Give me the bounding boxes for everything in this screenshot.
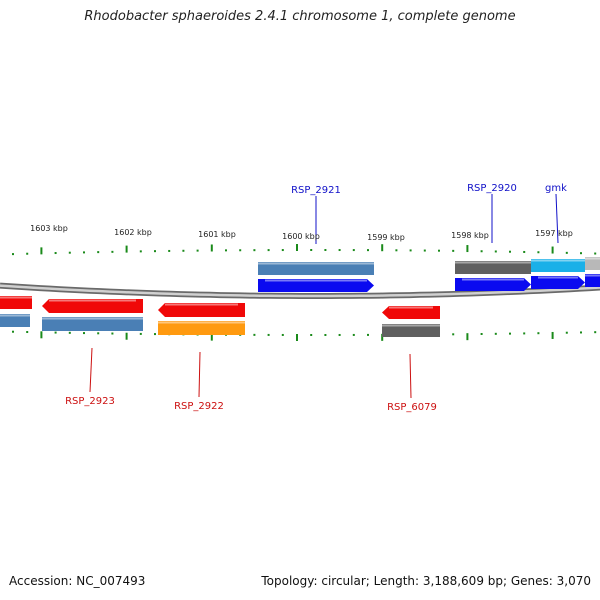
ruler-labels: 1603 kbp 1602 kbp 1601 kbp 1600 kbp 1599 kbp… [30, 224, 573, 242]
gene-block-rsp-2921-annotation [258, 262, 374, 275]
gene-block-left-edge-annotation [0, 314, 30, 327]
gene-block-rsp-2921-cds [258, 279, 374, 292]
ruler-label: 1601 kbp [198, 230, 236, 239]
feature-tracks [0, 257, 600, 337]
gene-block-left-edge-cds [0, 296, 32, 309]
gene-block-rsp-2920-cds [455, 278, 531, 291]
leader-line-gmk [555, 193, 559, 244]
ruler-label: 1597 kbp [535, 229, 573, 238]
gene-block-rsp-2923-cds [42, 299, 143, 313]
backbone-highlight [0, 284, 600, 298]
accession-text: Accession: NC_007493 [9, 574, 146, 588]
gene-block-rsp-6079-cds [382, 306, 440, 319]
gene-block-rsp-6079-annotation [382, 324, 440, 337]
gene-block-rsp-2922-annotation [158, 321, 245, 335]
gene-block-gmk-cds [531, 276, 585, 289]
gene-label-rsp-2923[interactable]: RSP_2923 [65, 396, 115, 407]
ruler-ticks [12, 244, 597, 341]
ruler-label: 1598 kbp [451, 231, 489, 240]
ruler-label: 1599 kbp [367, 233, 405, 242]
leader-line-rsp-2922 [198, 351, 201, 398]
gene-label-rsp-2920[interactable]: RSP_2920 [467, 183, 517, 194]
gene-block-rsp-2923-annotation [42, 317, 143, 331]
ruler-label: 1602 kbp [114, 228, 152, 237]
chromosome-backbone [0, 282, 600, 299]
gene-label-rsp-2921[interactable]: RSP_2921 [291, 185, 341, 196]
gene-block-rsp-2922-cds [158, 303, 245, 317]
ruler-label: 1603 kbp [30, 224, 68, 233]
gene-block-offscreen-annotation [585, 257, 600, 270]
gene-label-rsp-2922[interactable]: RSP_2922 [174, 401, 224, 412]
gene-label-gmk[interactable]: gmk [545, 183, 567, 194]
feature-labels: RSP_2921 RSP_2920 gmk RSP_2923 RSP_2922 RSP_6… [65, 183, 567, 413]
map-title: Rhodobacter sphaeroides 2.4.1 chromosome… [84, 9, 516, 24]
gene-block-offscreen-cds [585, 274, 600, 287]
gene-label-rsp-6079[interactable]: RSP_6079 [387, 402, 437, 413]
leader-line-rsp-6079 [409, 353, 412, 399]
gene-block-rsp-2920-annotation [455, 261, 531, 274]
genome-summary-text: Topology: circular; Length: 3,188,609 bp… [261, 574, 591, 588]
ruler-label: 1600 kbp [282, 232, 320, 241]
gene-block-gmk-annotation [531, 259, 585, 272]
leader-line-rsp-2923 [89, 347, 93, 393]
